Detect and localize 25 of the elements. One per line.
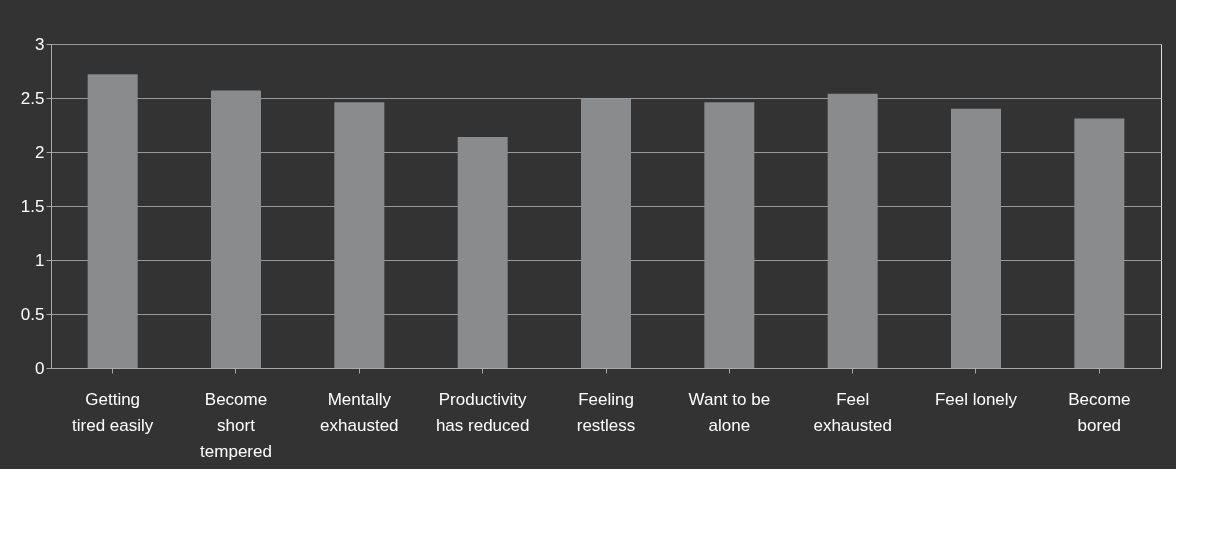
bar xyxy=(951,108,1001,368)
y-tick-label: 2 xyxy=(35,142,45,162)
bar xyxy=(827,93,878,368)
bar xyxy=(1074,118,1125,368)
x-tick-label: Become bored xyxy=(1068,389,1131,435)
bar xyxy=(87,74,138,368)
bar xyxy=(334,102,385,368)
bar xyxy=(457,136,508,368)
y-tick-label: 1 xyxy=(35,250,45,270)
x-tick-label: Feel exhausted xyxy=(813,389,892,435)
y-tick-label: 3 xyxy=(35,34,45,54)
y-tick-label: 0 xyxy=(35,358,45,378)
y-tick-label: 0.5 xyxy=(20,304,45,324)
x-tick-label: Mentally exhausted xyxy=(320,389,399,435)
x-tick-label: Become short tempered xyxy=(200,389,272,461)
bar xyxy=(211,90,261,368)
y-tick-label: 1.5 xyxy=(20,196,45,216)
x-tick-label: Feel lonely xyxy=(934,389,1018,409)
x-tick-label: Getting tired easily xyxy=(72,389,154,435)
bar xyxy=(581,99,631,368)
x-tick-label: Feeling restless xyxy=(576,389,636,435)
x-tick-label: Productivity has reduced xyxy=(435,389,530,435)
bar xyxy=(704,102,755,368)
x-tick-label: Want to be alone xyxy=(688,389,771,435)
y-tick-label: 2.5 xyxy=(20,88,45,108)
